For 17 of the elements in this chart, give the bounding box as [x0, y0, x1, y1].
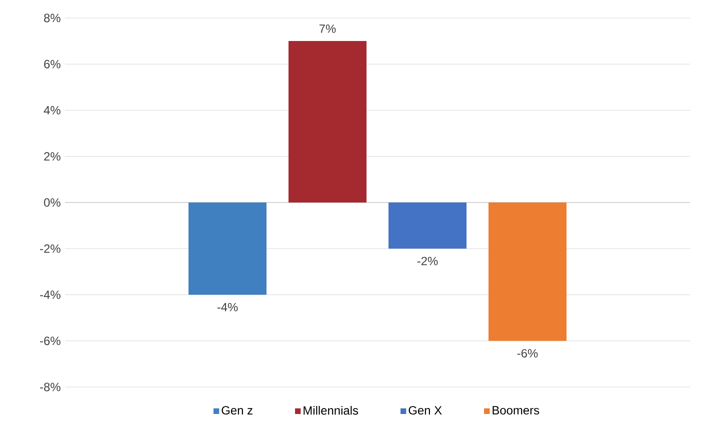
y-tick-label: 4%: [44, 106, 60, 114]
data-label: -6%: [517, 349, 538, 358]
y-tick-label: -8%: [40, 382, 60, 392]
y-tick-label: -2%: [40, 244, 60, 253]
y-tick-label: 6%: [44, 60, 60, 68]
y-tick-label: 8%: [44, 14, 60, 22]
legend-label: Gen z: [222, 406, 252, 415]
data-label: -2%: [417, 256, 438, 266]
y-tick-label: -6%: [40, 336, 60, 346]
legend-label: Millennials: [304, 406, 358, 415]
y-tick-label: -4%: [40, 290, 60, 299]
legend-label: Boomers: [492, 406, 540, 414]
y-tick-label: 2%: [44, 152, 60, 161]
data-label: -4%: [217, 302, 238, 312]
y-tick-label: 0%: [44, 198, 60, 207]
legend-label: Gen X: [408, 406, 442, 415]
data-label: 7%: [319, 24, 336, 33]
